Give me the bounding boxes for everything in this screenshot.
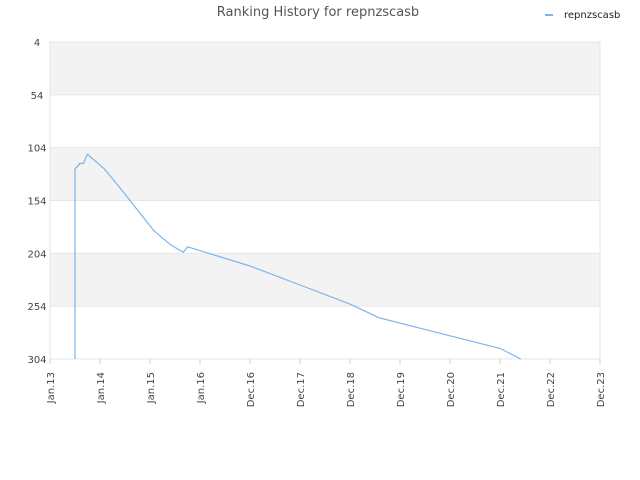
x-tick-label: Dec.16 [246, 372, 257, 407]
y-tick-label: 254 [27, 302, 46, 313]
y-tick-label: 4 [34, 38, 40, 49]
plot-band [50, 147, 600, 201]
plot-bands [50, 42, 600, 307]
x-tick-label: Jan.13 [46, 372, 57, 404]
x-tick-label: Dec.19 [396, 372, 407, 407]
y-tick-label: 154 [27, 197, 46, 208]
x-tick-label: Dec.20 [446, 372, 457, 407]
y-axis: 4 54 104 154 204 254 304 [27, 38, 46, 366]
x-axis: Jan.13 Jan.14 Jan.15 Jan.16 Dec.16 Dec.17 Dec.… [46, 359, 607, 407]
x-tick-label: Jan.15 [146, 372, 157, 404]
plot-band [50, 253, 600, 307]
plot-band [50, 42, 600, 95]
plot-border [49, 41, 601, 360]
series-line-repnzscasb[interactable] [74, 153, 522, 360]
y-tick-label: 204 [27, 249, 46, 260]
x-tick-label: Dec.22 [546, 372, 557, 407]
legend-label: repnzscasb [564, 10, 620, 21]
y-tick-label: 54 [31, 91, 44, 102]
chart-title: Ranking History for repnzscasb [217, 5, 419, 20]
x-tick-label: Dec.23 [596, 372, 607, 407]
legend[interactable]: repnzscasb [545, 10, 620, 21]
x-tick-label: Jan.16 [196, 372, 207, 404]
y-tick-label: 304 [27, 355, 46, 366]
y-tick-label: 104 [27, 144, 46, 155]
x-tick-label: Dec.21 [496, 372, 507, 407]
x-tick-label: Dec.17 [296, 372, 307, 407]
x-tick-label: Dec.18 [346, 372, 357, 407]
x-tick-label: Jan.14 [96, 372, 107, 404]
